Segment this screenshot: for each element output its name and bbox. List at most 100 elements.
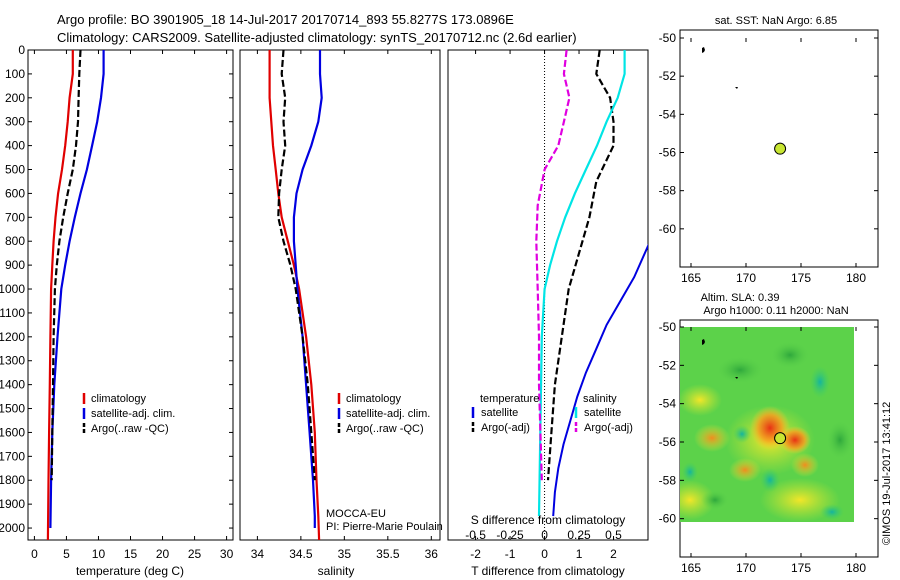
altimetry-heatmap: [680, 327, 854, 522]
xtick-label: -2: [470, 547, 481, 561]
ytick-label: 800: [5, 234, 25, 248]
map-xtick-label: 165: [681, 561, 701, 575]
difference-x2ticks: -0.5 -0.25 0 0.25 0.5: [465, 528, 622, 542]
x2tick-label: -0.5: [465, 528, 486, 542]
sst-map-ticks: 165 170 175 180 -50 -52 -54 -56 -58 -60: [659, 31, 878, 285]
x2tick-label: 0.25: [567, 528, 591, 542]
ytick-label: 500: [5, 163, 25, 177]
map-xtick-label: 170: [736, 561, 756, 575]
legend-label: satellite: [584, 407, 621, 419]
difference-series: [535, 50, 648, 517]
ytick-label: 1400: [0, 378, 25, 392]
sst-map-coastline: [702, 47, 738, 89]
difference-axes-frame: [447, 49, 649, 541]
ytick-label: 1800: [0, 473, 25, 487]
ytick-label: 100: [5, 67, 25, 81]
xtick-label: 0: [541, 547, 548, 561]
xtick-label: 10: [92, 547, 106, 561]
map-xtick-label: 180: [846, 561, 866, 575]
argo-position-marker: [774, 432, 787, 445]
xtick-label: 30: [220, 547, 234, 561]
xtick-label: -1: [505, 547, 516, 561]
xtick-label: 36: [425, 547, 439, 561]
ytick-label: 1700: [0, 449, 25, 463]
ytick-label: 2000: [0, 521, 25, 535]
altimetry-map-coastline: [702, 339, 738, 379]
ytick-label: 1300: [0, 354, 25, 368]
ytick-label: 200: [5, 91, 25, 105]
legend-label: climatology: [91, 393, 147, 405]
salinity-series: [268, 50, 323, 540]
legend-label: Argo(-adj): [584, 422, 633, 434]
ytick-label: 1000: [0, 282, 25, 296]
institute-label: MOCCA-EU: [326, 508, 386, 520]
map-ytick-label: -50: [659, 320, 677, 334]
x2tick-label: 0: [541, 528, 548, 542]
altimetry-map-panel: Altim. SLA: 0.39 Argo h1000: 0.11 h2000:…: [659, 292, 879, 575]
xtick-label: 5: [63, 547, 70, 561]
xtick-label: 34.5: [289, 547, 313, 561]
series-line: [268, 50, 321, 540]
ytick-label: 1500: [0, 402, 25, 416]
legend-label: climatology: [346, 393, 402, 405]
map-ytick-label: -54: [659, 107, 677, 121]
ytick-label: 0: [18, 43, 25, 57]
temperature-panel: 0100200300400500600700800900100011001200…: [0, 43, 234, 578]
legend-label: satellite-adj. clim.: [91, 408, 175, 420]
temperature-legend: climatology satellite-adj. clim. Argo(..ra…: [82, 393, 175, 435]
map-ytick-label: -52: [659, 69, 677, 83]
altimetry-map-points: [774, 432, 787, 445]
ytick-label: 900: [5, 258, 25, 272]
legend-label: satellite: [481, 407, 518, 419]
legend-label: Argo(..raw -QC): [346, 423, 424, 435]
map-ytick-label: -58: [659, 184, 677, 198]
sst-map-points: [774, 142, 787, 155]
salinity-xticks: 34 34.5 35 35.5 36: [251, 50, 439, 561]
ytick-label: 1600: [0, 425, 25, 439]
ytick-label: 1100: [0, 306, 25, 320]
temperature-xlabel: temperature (deg C): [76, 564, 184, 578]
difference-panel: -2 -1 0 1 2 -0.5 -0.25 0 0.25 0.5 T difference f…: [447, 49, 649, 578]
temperature-axes-frame: [27, 49, 234, 541]
legend-label: Argo(-adj): [481, 422, 530, 434]
map-xtick-label: 180: [846, 271, 866, 285]
salinity-xlabel: salinity: [318, 564, 355, 578]
map-ytick-label: -50: [659, 31, 677, 45]
temperature-yticks: 0 100 200 300 400 500 600 700 800 900 1000 1100 1200…: [0, 43, 233, 535]
x2tick-label: -0.25: [496, 528, 524, 542]
altimetry-map-title-line2: Argo h1000: 0.11 h2000: NaN: [703, 305, 848, 317]
altimetry-map-ticks: 165 170 175 180 -50 -52 -54 -56 -58 -60: [659, 320, 878, 575]
difference-xlabel: T difference from climatology: [471, 564, 625, 578]
argo-position-marker: [774, 142, 787, 155]
ytick-label: 700: [5, 210, 25, 224]
series-line: [46, 50, 74, 540]
series-line: [552, 243, 648, 517]
difference-legend: temperature salinity satellite Argo(-adj) sa…: [471, 393, 633, 434]
map-ytick-label: -56: [659, 146, 677, 160]
difference-x2label: S difference from climatology: [471, 513, 626, 527]
ytick-label: 1200: [0, 330, 25, 344]
xtick-label: 2: [610, 547, 617, 561]
ytick-label: 300: [5, 115, 25, 129]
series-line: [546, 50, 615, 481]
map-ytick-label: -60: [659, 222, 677, 236]
series-line: [537, 50, 626, 517]
xtick-label: 20: [156, 547, 170, 561]
xtick-label: 25: [188, 547, 202, 561]
xtick-label: 0: [31, 547, 38, 561]
xtick-label: 15: [124, 547, 138, 561]
map-xtick-label: 175: [791, 561, 811, 575]
series-line: [535, 50, 571, 481]
series-line: [292, 50, 323, 528]
salinity-axes-frame: [239, 49, 441, 541]
map-ytick-label: -52: [659, 358, 677, 372]
pi-label: PI: Pierre-Marie Poulain: [326, 521, 443, 533]
map-ytick-label: -58: [659, 473, 677, 487]
map-ytick-label: -56: [659, 435, 677, 449]
difference-xticks: -2 -1 0 1 2: [470, 50, 617, 561]
series-line: [50, 50, 82, 481]
legend-title: salinity: [583, 393, 617, 405]
map-xtick-label: 170: [736, 271, 756, 285]
sst-map-panel: sat. SST: NaN Argo: 6.85 165 170 175 180 -50…: [659, 15, 879, 285]
